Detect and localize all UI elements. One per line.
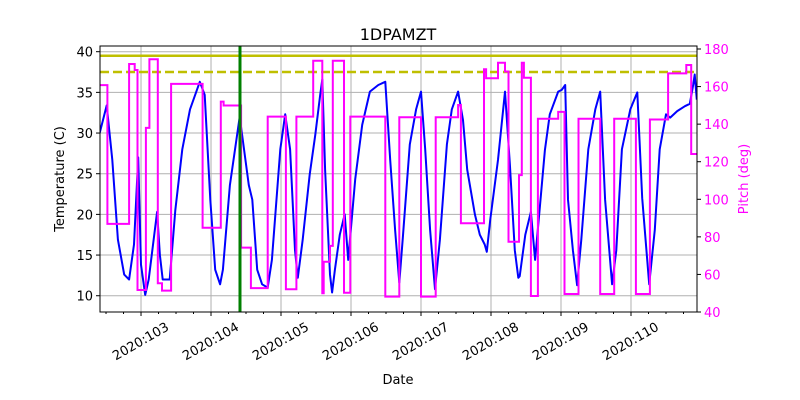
y-tick-label: 10 (76, 290, 93, 305)
temperature-series-line (100, 73, 697, 296)
x-axis-label: Date (382, 373, 413, 388)
right-y-tick-label: 40 (704, 306, 721, 321)
pitch-series-line (100, 58, 697, 298)
right-y-tick-label: 160 (704, 81, 729, 96)
y-axis-label: Temperature (C) (53, 126, 68, 233)
right-y-axis-label: Pitch (deg) (737, 144, 752, 214)
plot-marks (100, 46, 697, 312)
right-y-tick-label: 180 (704, 43, 729, 58)
y-tick-label: 30 (76, 127, 93, 142)
plot-frame (99, 45, 698, 313)
y-tick-label: 25 (76, 168, 93, 183)
chart-title: 1DPAMZT (360, 25, 437, 44)
right-y-tick-label: 120 (704, 156, 729, 171)
y-tick-label: 35 (76, 86, 93, 101)
right-y-tick-label: 60 (704, 268, 721, 283)
right-y-tick-label: 80 (704, 231, 721, 246)
y-tick-label: 15 (76, 249, 93, 264)
right-y-tick-label: 140 (704, 118, 729, 133)
right-y-tick-label: 100 (704, 193, 729, 208)
y-tick-label: 40 (76, 46, 93, 61)
y-tick-label: 20 (76, 208, 93, 223)
